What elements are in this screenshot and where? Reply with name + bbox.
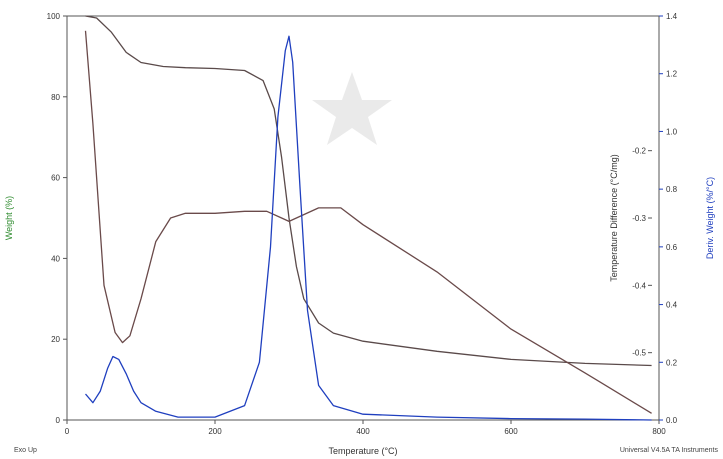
y-axis-label-weight: Weight (%) [4,196,14,240]
x-tick-label: 0 [65,427,70,436]
deriv-tick-label: 0.2 [666,358,678,367]
deriv-tick-label: 0.0 [666,416,678,425]
x-axis-label: Temperature (°C) [328,446,397,456]
footer-instrument: Universal V4.5A TA Instruments [620,447,719,454]
deriv-tick-label: 1.2 [666,70,678,79]
x-tick-label: 400 [356,427,370,436]
deriv-tick-label: 1.0 [666,127,678,136]
plot-frame [66,15,660,421]
weight-tick-label: 0 [56,416,61,425]
y-axis-label-deriv: Deriv. Weight (%/°C) [705,177,715,259]
deriv-tick-label: 1.4 [666,12,678,21]
x-tick-label: 600 [504,427,518,436]
weight-tick-label: 40 [51,254,60,263]
left-axis: 0 20 40 60 80 100 [47,12,67,425]
y-axis-label-temp-diff: Temperature Difference (°C/mg) [609,154,619,281]
temp-diff-tick-label: -0.5 [632,349,646,358]
weight-tick-label: 80 [51,93,60,102]
temp-diff-tick-label: -0.3 [632,214,646,223]
deriv-axis: 0.0 0.2 0.4 0.6 0.8 1.0 1.2 1.4 [659,12,678,425]
temp-diff-tick-label: -0.2 [632,147,646,156]
deriv-tick-label: 0.6 [666,243,678,252]
x-tick-label: 800 [652,427,666,436]
weight-tick-label: 20 [51,335,60,344]
deriv-tick-label: 0.4 [666,301,678,310]
series-layer [84,15,652,421]
deriv-tick-label: 0.8 [666,185,678,194]
bottom-axis: 0 200 400 600 800 [65,420,666,436]
series-line-temp_diff [84,30,652,414]
series-line-deriv [85,35,652,421]
x-tick-label: 200 [208,427,222,436]
series-line-weight [85,15,652,367]
temp-diff-axis: -0.5 -0.4 -0.3 -0.2 [632,147,652,358]
watermark-star-icon [312,72,392,145]
weight-tick-label: 100 [47,12,61,21]
temp-diff-tick-label: -0.4 [632,281,646,290]
footer-exo-up: Exo Up [14,447,37,454]
weight-tick-label: 60 [51,174,60,183]
